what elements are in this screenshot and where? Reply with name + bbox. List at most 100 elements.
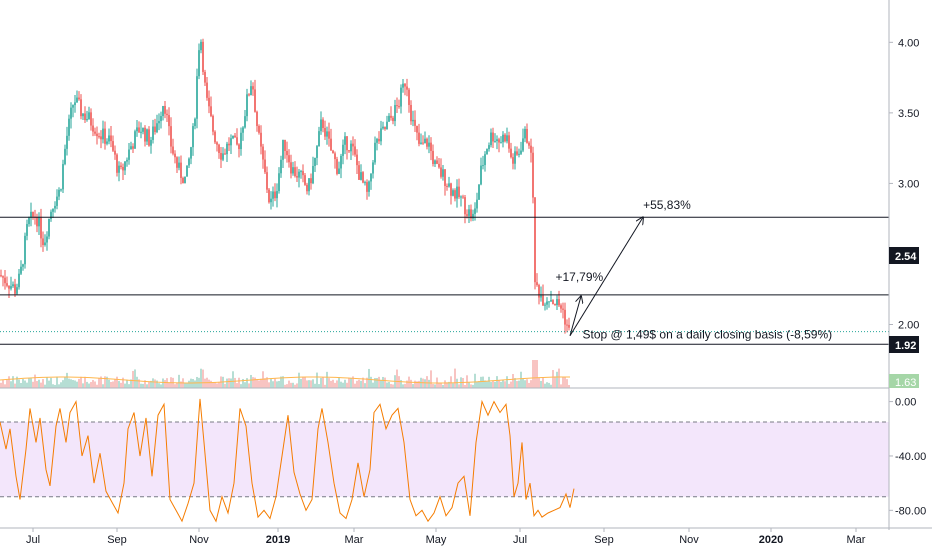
price-panel [0, 38, 889, 345]
volume-bar [450, 376, 452, 388]
volume-bar [104, 376, 106, 388]
candle-body [260, 132, 262, 147]
volume-bar [310, 380, 312, 388]
candle-body [104, 128, 106, 144]
volume-bar [536, 360, 538, 388]
candle-body [16, 287, 18, 294]
volume-bar [4, 384, 6, 388]
volume-bar [192, 379, 194, 388]
volume-bar [352, 376, 354, 388]
candle-body [22, 264, 24, 267]
candle-body [64, 148, 66, 165]
candle-body [352, 143, 354, 147]
candle-body [544, 304, 546, 306]
x-tick-label: Jul [513, 534, 527, 546]
annotation-1: +17,79% [555, 270, 603, 284]
candle-body [444, 169, 446, 186]
volume-bar [0, 382, 2, 388]
candle-body [304, 175, 306, 185]
candle-body [198, 50, 200, 77]
candle-body [12, 284, 14, 287]
volume-ma-line [0, 376, 571, 384]
candle-body [66, 135, 68, 149]
candle-body [250, 86, 252, 96]
volume-bar [340, 381, 342, 388]
volume-bar [22, 378, 24, 388]
volume-bar [400, 379, 402, 388]
volume-bar [336, 380, 338, 388]
volume-bar [148, 382, 150, 388]
candle-body [408, 89, 410, 105]
candle-body [134, 131, 136, 149]
candle-body [234, 135, 236, 138]
candle-body [284, 139, 286, 151]
volume-bar [566, 379, 568, 388]
candle-body [118, 165, 120, 173]
volume-bar [178, 374, 180, 388]
volume-bar [60, 382, 62, 388]
volume-bar [120, 382, 122, 388]
volume-bar [456, 378, 458, 388]
volume-bar [280, 376, 282, 388]
volume-bar [250, 374, 252, 388]
volume-bar [510, 381, 512, 388]
candle-body [372, 162, 374, 174]
candle-body [274, 191, 276, 199]
volume-bar [276, 381, 278, 388]
volume-bar [554, 376, 556, 388]
candle-body [216, 142, 218, 145]
candle-body [364, 182, 366, 184]
candle-body [394, 105, 396, 122]
candle-body [460, 196, 462, 198]
candle-body [70, 107, 72, 119]
volume-bar [158, 383, 160, 388]
candle-body [84, 113, 86, 121]
volume-bar [36, 381, 38, 388]
volume-bar [12, 376, 14, 388]
candle-body [390, 115, 392, 118]
volume-bar [368, 368, 370, 388]
candle-body [158, 121, 160, 124]
volume-bar [384, 377, 386, 388]
candle-body [540, 294, 542, 298]
last-price-text: 1.92 [895, 340, 916, 352]
candle-body [220, 152, 222, 160]
volume-bar [518, 380, 520, 388]
volume-bar [452, 383, 454, 388]
volume-bar [62, 380, 64, 388]
volume-bar [270, 378, 272, 388]
volume-bar [142, 383, 144, 388]
volume-bar [306, 380, 308, 388]
volume-bar [388, 381, 390, 388]
candle-body [62, 164, 64, 190]
volume-bar [208, 379, 210, 388]
volume-bar [116, 376, 118, 388]
volume-badge [889, 374, 919, 388]
volume-bar [152, 378, 154, 388]
volume-bar [540, 380, 542, 388]
price-y-tick-label: 3.00 [898, 178, 919, 190]
candle-body [562, 308, 564, 310]
volume-bar [260, 378, 262, 388]
candle-body [560, 305, 562, 309]
volume-bar [224, 383, 226, 388]
candle-body [214, 131, 216, 143]
volume-bar [176, 382, 178, 388]
volume-bar [524, 380, 526, 388]
volume-bar [272, 381, 274, 388]
volume-bar [506, 376, 508, 388]
volume-bar [422, 378, 424, 388]
volume-bar [516, 381, 518, 388]
volume-bar [350, 378, 352, 388]
volume-bar [232, 371, 234, 388]
candle-body [526, 128, 528, 143]
volume-bar [168, 382, 170, 388]
x-tick-label: Mar [847, 534, 866, 546]
volume-bar [278, 380, 280, 388]
volume-bar [126, 379, 128, 388]
volume-bar [34, 374, 36, 388]
candle-body [498, 139, 500, 143]
candle-body [406, 86, 408, 90]
volume-bar [38, 379, 40, 388]
candle-body [18, 273, 20, 288]
